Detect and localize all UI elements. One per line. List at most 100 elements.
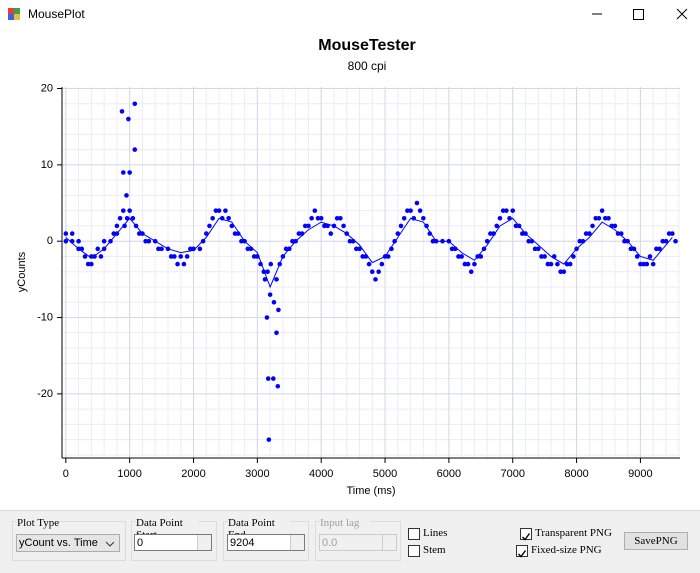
combobox-value: yCount vs. Time bbox=[19, 537, 98, 549]
x-tick-label: 0 bbox=[63, 468, 69, 480]
data-point bbox=[111, 231, 117, 236]
data-point bbox=[354, 246, 359, 252]
group-label: Data Point End bbox=[228, 517, 290, 534]
data-point bbox=[119, 109, 125, 114]
data-point bbox=[500, 208, 506, 213]
data-point bbox=[159, 246, 164, 252]
control-panel: Plot Type yCount vs. Time Data Point Sta… bbox=[0, 510, 700, 573]
check-mark bbox=[522, 533, 531, 541]
data-point bbox=[644, 261, 650, 267]
data-point bbox=[366, 261, 372, 267]
data-point bbox=[414, 200, 420, 206]
input-lag-spinbox[interactable]: 0.0 bbox=[319, 534, 397, 551]
data-point bbox=[315, 216, 321, 221]
data-point bbox=[456, 254, 461, 259]
data-point bbox=[136, 231, 142, 236]
start-spinbox[interactable]: 0 bbox=[134, 534, 212, 551]
plot-type-combobox[interactable]: yCount vs. Time bbox=[16, 534, 120, 552]
data-point bbox=[532, 246, 538, 252]
data-point bbox=[268, 261, 274, 267]
y-tick-label: 10 bbox=[41, 159, 53, 171]
save-png-button[interactable]: SavePNG bbox=[624, 532, 688, 550]
data-point bbox=[571, 254, 576, 259]
y-tick-label: -10 bbox=[37, 311, 53, 323]
lines-checkbox[interactable] bbox=[408, 528, 420, 540]
end-spinbox[interactable]: 9204 bbox=[227, 534, 305, 551]
checkbox-label: Transparent PNG bbox=[535, 527, 612, 539]
data-point bbox=[670, 231, 675, 236]
close-button[interactable] bbox=[676, 8, 688, 20]
data-point bbox=[385, 254, 391, 259]
data-point bbox=[197, 246, 203, 252]
data-point bbox=[181, 261, 187, 267]
data-point bbox=[634, 254, 640, 259]
y-axis-label: yCounts bbox=[16, 251, 28, 292]
data-point bbox=[191, 246, 196, 252]
fixed-size-png-checkbox[interactable] bbox=[516, 545, 528, 558]
data-point bbox=[488, 231, 493, 236]
data-point bbox=[526, 238, 531, 244]
data-point bbox=[265, 376, 271, 381]
data-point bbox=[271, 299, 277, 305]
data-point bbox=[657, 246, 662, 252]
spin-buttons[interactable] bbox=[197, 535, 211, 550]
data-point bbox=[95, 246, 101, 252]
data-point bbox=[395, 231, 401, 236]
data-point bbox=[673, 238, 678, 244]
checkbox-label: Stem bbox=[423, 544, 446, 556]
app-icon bbox=[8, 14, 14, 20]
data-point bbox=[417, 208, 423, 213]
x-tick-label: 6000 bbox=[437, 468, 461, 480]
data-point bbox=[239, 238, 244, 244]
data-point bbox=[497, 216, 503, 221]
data-point bbox=[124, 193, 129, 198]
data-point bbox=[357, 246, 362, 252]
spinbox-value: 0 bbox=[137, 537, 144, 549]
data-point bbox=[275, 383, 281, 389]
data-point bbox=[120, 208, 126, 213]
checkbox-label: Lines bbox=[423, 527, 448, 539]
app-icon bbox=[14, 14, 20, 20]
stem-checkbox[interactable] bbox=[408, 545, 420, 557]
data-point bbox=[622, 238, 627, 244]
spin-buttons[interactable] bbox=[382, 535, 396, 550]
data-point bbox=[430, 238, 436, 244]
data-point bbox=[322, 223, 327, 229]
data-point bbox=[491, 231, 496, 236]
data-point bbox=[376, 269, 381, 275]
data-point bbox=[213, 208, 219, 213]
data-point bbox=[449, 246, 455, 252]
window-title: MousePlot bbox=[28, 7, 85, 21]
data-point bbox=[401, 216, 407, 221]
data-point bbox=[593, 216, 599, 221]
transparent-png-checkbox[interactable] bbox=[520, 528, 532, 541]
data-point bbox=[76, 238, 81, 244]
y-tick-label: -20 bbox=[37, 388, 53, 400]
data-point bbox=[229, 223, 235, 229]
data-point bbox=[290, 238, 295, 244]
y-tick-label: 0 bbox=[47, 235, 53, 247]
data-point bbox=[267, 292, 273, 297]
data-point bbox=[274, 330, 279, 336]
data-point bbox=[641, 261, 646, 267]
data-point bbox=[203, 231, 209, 236]
data-point bbox=[132, 101, 138, 107]
data-point bbox=[341, 223, 346, 229]
spinbox-value: 0.0 bbox=[322, 537, 338, 549]
data-point bbox=[389, 246, 394, 252]
data-point bbox=[262, 277, 268, 282]
data-point bbox=[666, 231, 672, 236]
data-point bbox=[539, 254, 544, 259]
spin-buttons[interactable] bbox=[290, 535, 304, 550]
data-point bbox=[599, 208, 605, 213]
data-point bbox=[328, 231, 334, 236]
maximize-button[interactable] bbox=[633, 9, 644, 20]
data-point bbox=[628, 246, 634, 252]
x-tick-label: 5000 bbox=[373, 468, 397, 480]
data-point bbox=[338, 216, 343, 221]
data-point bbox=[334, 216, 340, 221]
chart-subtitle: 800 cpi bbox=[348, 59, 387, 73]
plot-type-group bbox=[12, 521, 126, 561]
data-point bbox=[405, 208, 410, 213]
data-point bbox=[564, 261, 570, 267]
